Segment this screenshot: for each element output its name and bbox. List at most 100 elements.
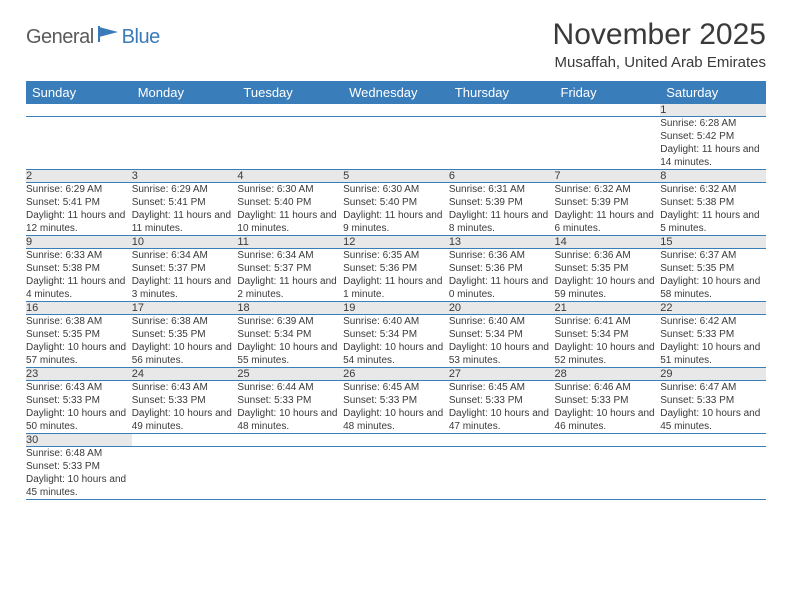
day-detail-cell: Sunrise: 6:29 AMSunset: 5:41 PMDaylight:… [132,183,238,236]
day-number-cell [132,434,238,447]
daylight-line: Daylight: 11 hours and 11 minutes. [132,209,238,235]
day-detail-row: Sunrise: 6:48 AMSunset: 5:33 PMDaylight:… [26,447,766,500]
sunset-line: Sunset: 5:35 PM [132,328,238,341]
day-number-cell [343,434,449,447]
sunset-line: Sunset: 5:34 PM [237,328,343,341]
title-block: November 2025 Musaffah, United Arab Emir… [553,18,766,71]
sunrise-line: Sunrise: 6:38 AM [132,315,238,328]
daylight-line: Daylight: 11 hours and 8 minutes. [449,209,555,235]
sunrise-line: Sunrise: 6:37 AM [660,249,766,262]
day-detail-cell: Sunrise: 6:45 AMSunset: 5:33 PMDaylight:… [449,381,555,434]
daylight-line: Daylight: 10 hours and 48 minutes. [343,407,449,433]
header: General Blue November 2025 Musaffah, Uni… [26,18,766,71]
day-number-cell: 21 [555,302,661,315]
day-detail-cell [26,117,132,170]
sunset-line: Sunset: 5:33 PM [26,460,132,473]
daylight-line: Daylight: 10 hours and 52 minutes. [555,341,661,367]
sunset-line: Sunset: 5:33 PM [237,394,343,407]
day-detail-cell: Sunrise: 6:33 AMSunset: 5:38 PMDaylight:… [26,249,132,302]
sunset-line: Sunset: 5:36 PM [343,262,449,275]
sunset-line: Sunset: 5:37 PM [237,262,343,275]
daylight-line: Daylight: 10 hours and 58 minutes. [660,275,766,301]
day-detail-cell: Sunrise: 6:39 AMSunset: 5:34 PMDaylight:… [237,315,343,368]
day-number-cell: 10 [132,236,238,249]
sunset-line: Sunset: 5:33 PM [132,394,238,407]
day-detail-cell [343,117,449,170]
sunrise-line: Sunrise: 6:30 AM [237,183,343,196]
day-number-cell: 9 [26,236,132,249]
sunset-line: Sunset: 5:33 PM [555,394,661,407]
day-number-cell [237,434,343,447]
day-detail-cell [660,447,766,500]
day-detail-cell [237,117,343,170]
daylight-line: Daylight: 10 hours and 57 minutes. [26,341,132,367]
day-detail-cell [555,117,661,170]
daylight-line: Daylight: 11 hours and 5 minutes. [660,209,766,235]
sunrise-line: Sunrise: 6:36 AM [449,249,555,262]
day-number-cell: 28 [555,368,661,381]
day-number-cell: 29 [660,368,766,381]
day-number-row: 16171819202122 [26,302,766,315]
day-number-cell [555,104,661,117]
sunset-line: Sunset: 5:36 PM [449,262,555,275]
sunrise-line: Sunrise: 6:39 AM [237,315,343,328]
sunset-line: Sunset: 5:33 PM [343,394,449,407]
day-detail-cell [449,117,555,170]
day-header: Tuesday [237,81,343,104]
sunrise-line: Sunrise: 6:42 AM [660,315,766,328]
day-detail-cell: Sunrise: 6:40 AMSunset: 5:34 PMDaylight:… [343,315,449,368]
day-detail-cell: Sunrise: 6:32 AMSunset: 5:38 PMDaylight:… [660,183,766,236]
day-number-cell [555,434,661,447]
day-number-cell: 11 [237,236,343,249]
day-number-cell: 1 [660,104,766,117]
daylight-line: Daylight: 11 hours and 12 minutes. [26,209,132,235]
sunset-line: Sunset: 5:37 PM [132,262,238,275]
sunrise-line: Sunrise: 6:35 AM [343,249,449,262]
day-number-cell [449,104,555,117]
day-detail-cell: Sunrise: 6:38 AMSunset: 5:35 PMDaylight:… [26,315,132,368]
day-detail-cell: Sunrise: 6:32 AMSunset: 5:39 PMDaylight:… [555,183,661,236]
day-number-cell: 14 [555,236,661,249]
day-detail-cell: Sunrise: 6:29 AMSunset: 5:41 PMDaylight:… [26,183,132,236]
sunrise-line: Sunrise: 6:34 AM [132,249,238,262]
day-detail-cell: Sunrise: 6:36 AMSunset: 5:36 PMDaylight:… [449,249,555,302]
daylight-line: Daylight: 10 hours and 50 minutes. [26,407,132,433]
day-detail-row: Sunrise: 6:28 AMSunset: 5:42 PMDaylight:… [26,117,766,170]
daylight-line: Daylight: 11 hours and 9 minutes. [343,209,449,235]
daylight-line: Daylight: 10 hours and 56 minutes. [132,341,238,367]
day-detail-cell: Sunrise: 6:36 AMSunset: 5:35 PMDaylight:… [555,249,661,302]
daylight-line: Daylight: 11 hours and 4 minutes. [26,275,132,301]
daylight-line: Daylight: 10 hours and 54 minutes. [343,341,449,367]
sunrise-line: Sunrise: 6:44 AM [237,381,343,394]
daylight-line: Daylight: 11 hours and 0 minutes. [449,275,555,301]
day-detail-cell: Sunrise: 6:30 AMSunset: 5:40 PMDaylight:… [343,183,449,236]
day-detail-cell: Sunrise: 6:43 AMSunset: 5:33 PMDaylight:… [26,381,132,434]
sunrise-line: Sunrise: 6:28 AM [660,117,766,130]
day-number-cell: 23 [26,368,132,381]
sunset-line: Sunset: 5:35 PM [555,262,661,275]
sunset-line: Sunset: 5:33 PM [26,394,132,407]
day-header: Thursday [449,81,555,104]
daylight-line: Daylight: 10 hours and 47 minutes. [449,407,555,433]
daylight-line: Daylight: 10 hours and 51 minutes. [660,341,766,367]
day-header: Wednesday [343,81,449,104]
sunrise-line: Sunrise: 6:48 AM [26,447,132,460]
sunrise-line: Sunrise: 6:34 AM [237,249,343,262]
sunrise-line: Sunrise: 6:40 AM [449,315,555,328]
day-number-row: 9101112131415 [26,236,766,249]
sunrise-line: Sunrise: 6:38 AM [26,315,132,328]
sunset-line: Sunset: 5:34 PM [555,328,661,341]
day-detail-row: Sunrise: 6:38 AMSunset: 5:35 PMDaylight:… [26,315,766,368]
day-detail-cell: Sunrise: 6:31 AMSunset: 5:39 PMDaylight:… [449,183,555,236]
day-detail-cell: Sunrise: 6:28 AMSunset: 5:42 PMDaylight:… [660,117,766,170]
day-detail-row: Sunrise: 6:43 AMSunset: 5:33 PMDaylight:… [26,381,766,434]
sunrise-line: Sunrise: 6:46 AM [555,381,661,394]
day-detail-cell: Sunrise: 6:40 AMSunset: 5:34 PMDaylight:… [449,315,555,368]
sunrise-line: Sunrise: 6:31 AM [449,183,555,196]
day-detail-cell: Sunrise: 6:42 AMSunset: 5:33 PMDaylight:… [660,315,766,368]
day-number-cell: 18 [237,302,343,315]
day-header-row: SundayMondayTuesdayWednesdayThursdayFrid… [26,81,766,104]
flag-icon [98,26,120,47]
day-number-cell: 13 [449,236,555,249]
sunrise-line: Sunrise: 6:45 AM [343,381,449,394]
